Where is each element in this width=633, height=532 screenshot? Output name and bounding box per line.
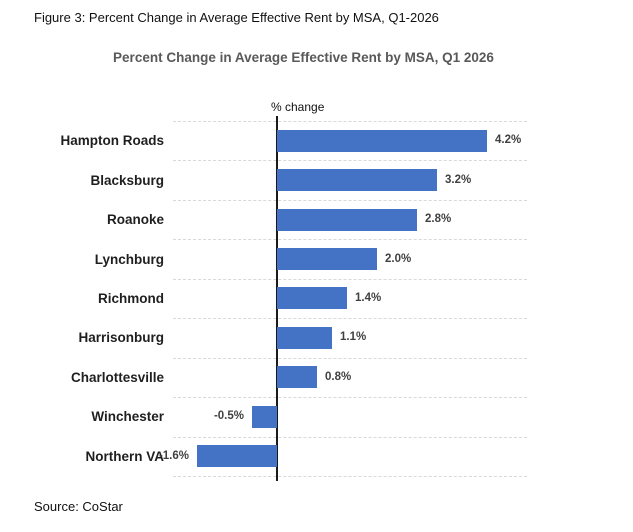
- value-label: 1.1%: [340, 331, 367, 344]
- gridline: [173, 239, 527, 241]
- category-label: Roanoke: [106, 212, 164, 228]
- value-label: -0.5%: [213, 410, 244, 423]
- gridline: [173, 475, 527, 477]
- category-label: Blacksburg: [90, 172, 164, 188]
- value-label: 0.8%: [325, 370, 352, 383]
- gridline: [173, 318, 527, 320]
- category-label: Charlottesville: [70, 369, 164, 385]
- gridline: [173, 121, 527, 122]
- gridline: [173, 357, 527, 359]
- category-label: Hampton Roads: [60, 133, 164, 149]
- category-label: Harrisonburg: [78, 330, 164, 346]
- figure-source: Source: CoStar: [34, 499, 123, 514]
- gridline: [173, 160, 527, 162]
- axis-title: % change: [271, 100, 325, 114]
- value-label: -1.6%: [158, 449, 189, 462]
- category-label: Lynchburg: [94, 251, 164, 267]
- value-label: 2.0%: [385, 252, 412, 265]
- gridline: [173, 397, 527, 399]
- value-label: 1.4%: [355, 291, 382, 304]
- bar-richmond: [277, 287, 347, 310]
- bar-lynchburg: [277, 248, 377, 271]
- category-label: Richmond: [98, 290, 164, 306]
- figure-caption: Figure 3: Percent Change in Average Effe…: [34, 10, 439, 25]
- value-label: 3.2%: [445, 173, 472, 186]
- bar-charlottesville: [277, 366, 317, 389]
- category-label: Northern VA: [85, 448, 164, 464]
- value-label: 4.2%: [495, 134, 522, 147]
- bar-northern-va: [197, 445, 277, 468]
- gridline: [173, 278, 527, 280]
- category-label: Winchester: [91, 409, 164, 425]
- gridline: [173, 436, 527, 438]
- bar-winchester: [252, 405, 277, 428]
- gridline: [173, 199, 527, 201]
- value-label: 2.8%: [425, 213, 452, 226]
- bar-harrisonburg: [277, 326, 332, 349]
- bar-hampton-roads: [277, 129, 487, 152]
- bar-blacksburg: [277, 169, 437, 192]
- chart-title: Percent Change in Average Effective Rent…: [113, 50, 494, 65]
- bar-roanoke: [277, 208, 417, 231]
